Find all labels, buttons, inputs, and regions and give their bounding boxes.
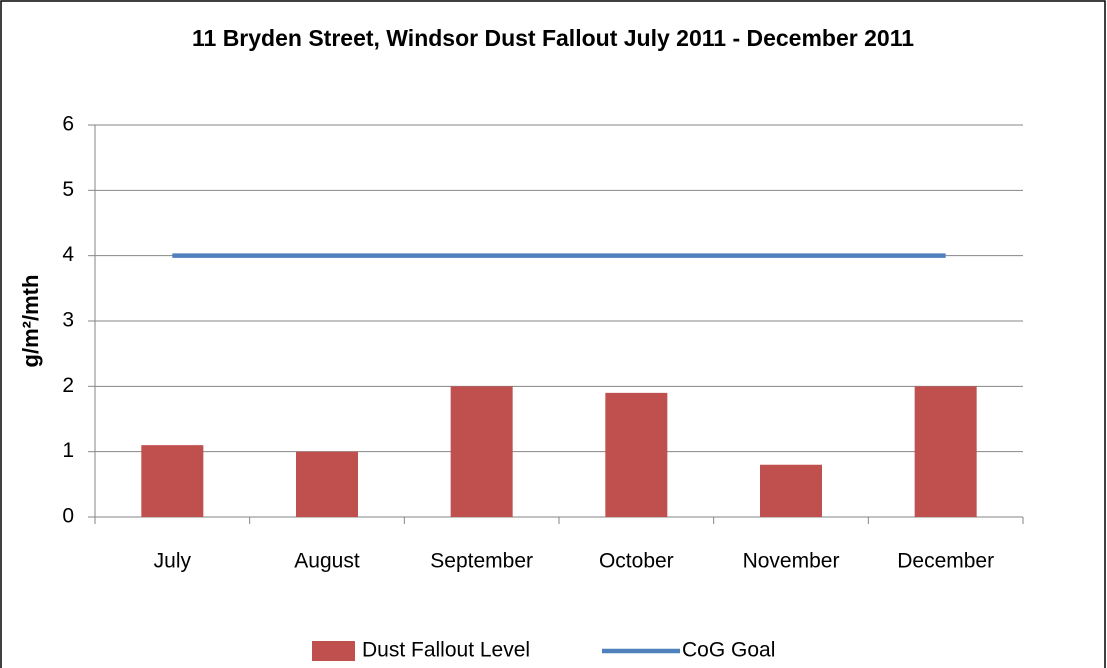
x-tick-label: October <box>599 550 674 573</box>
bar <box>605 392 668 517</box>
x-tick-label: July <box>154 550 192 573</box>
bar <box>296 451 358 517</box>
x-tick-label: August <box>294 550 360 573</box>
y-tick-label: 4 <box>62 243 74 266</box>
y-tick-label: 3 <box>62 309 74 332</box>
y-tick-label: 5 <box>62 178 74 201</box>
bar <box>141 445 204 517</box>
bar <box>914 386 977 517</box>
legend-swatch <box>312 641 355 661</box>
y-tick-label: 2 <box>62 374 74 397</box>
legend-label: CoG Goal <box>682 639 775 662</box>
x-tick-label: November <box>743 550 840 573</box>
chart-title: 11 Bryden Street, Windsor Dust Fallout J… <box>192 25 914 51</box>
y-axis-title: g/m²/mth <box>18 275 43 368</box>
x-tick-label: December <box>897 550 994 573</box>
y-tick-label: 6 <box>62 113 74 136</box>
bar <box>450 386 513 517</box>
bar <box>760 464 822 517</box>
legend-label: Dust Fallout Level <box>362 639 530 662</box>
y-tick-label: 1 <box>62 439 74 462</box>
y-tick-label: 0 <box>62 505 74 528</box>
x-tick-label: September <box>430 550 533 573</box>
